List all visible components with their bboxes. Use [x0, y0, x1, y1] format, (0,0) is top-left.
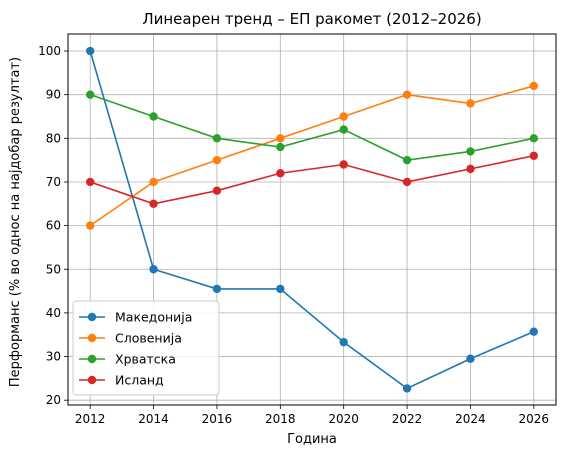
- y-axis-label: Перформанс (% во однос на најдобар резул…: [8, 57, 23, 387]
- data-point: [212, 284, 222, 294]
- legend-marker: [87, 333, 97, 343]
- legend-item: Словенија: [79, 331, 182, 346]
- data-point: [339, 112, 348, 121]
- y-tick-label: 100: [38, 44, 61, 58]
- series-line: [89, 93, 534, 161]
- data-point: [276, 169, 285, 178]
- data-point: [149, 265, 158, 274]
- series-1: [85, 46, 539, 393]
- legend-label: Македонија: [115, 310, 192, 325]
- data-point: [529, 81, 539, 91]
- x-tick-label: 2022: [392, 412, 423, 426]
- y-tick-label: 50: [46, 262, 61, 276]
- legend-box: [72, 300, 220, 396]
- data-point: [466, 99, 475, 108]
- legend-marker: [87, 354, 97, 364]
- data-point: [529, 151, 539, 160]
- legend-item: Хрватска: [79, 352, 176, 367]
- legend-label: Исланд: [115, 373, 164, 388]
- y-tick-label: 40: [46, 306, 61, 320]
- series-2: [85, 81, 539, 230]
- legend: Македонија Словенија Хрватска Исланд: [72, 300, 220, 396]
- data-point: [212, 134, 222, 143]
- y-axis-ticks: 20 30 40 50 60 70 80 90 100: [38, 44, 68, 407]
- legend-item: Македонија: [79, 310, 192, 325]
- series-line: [89, 50, 535, 390]
- y-tick-label: 20: [46, 393, 61, 407]
- data-point: [85, 46, 95, 56]
- data-point: [212, 186, 222, 195]
- x-tick-label: 2012: [75, 412, 106, 426]
- data-point: [466, 354, 475, 363]
- plot-frame: [67, 33, 557, 406]
- data-point: [276, 142, 285, 152]
- y-tick-label: 60: [46, 219, 61, 233]
- series-4: [85, 151, 539, 208]
- data-point: [276, 134, 285, 143]
- data-point: [402, 155, 412, 165]
- series-group: [85, 46, 539, 393]
- legend-item: Исланд: [79, 373, 164, 388]
- data-point: [212, 155, 222, 165]
- data-point: [529, 327, 539, 336]
- data-point: [466, 147, 475, 156]
- data-point: [85, 90, 95, 99]
- data-point: [149, 199, 158, 208]
- x-tick-label: 2020: [328, 412, 359, 426]
- data-point: [85, 177, 95, 187]
- chart-title: Линеарен тренд – ЕП ракомет (2012–2026): [142, 10, 481, 28]
- x-axis-label: Година: [287, 432, 337, 447]
- data-point: [149, 112, 158, 121]
- y-tick-label: 30: [46, 350, 61, 364]
- legend-marker: [87, 375, 97, 385]
- data-point: [339, 160, 348, 169]
- data-point: [402, 384, 412, 393]
- x-tick-label: 2014: [138, 412, 169, 426]
- data-point: [339, 125, 348, 134]
- x-tick-label: 2018: [265, 412, 296, 426]
- legend-marker: [87, 312, 97, 322]
- legend-label: Словенија: [115, 331, 182, 346]
- data-point: [85, 221, 95, 230]
- legend-label: Хрватска: [115, 352, 176, 367]
- y-tick-label: 70: [46, 175, 61, 189]
- data-point: [276, 284, 285, 294]
- x-tick-label: 2024: [455, 412, 486, 426]
- series-line: [89, 154, 534, 205]
- x-tick-label: 2016: [202, 412, 233, 426]
- data-point: [529, 134, 539, 143]
- x-axis-ticks: 2012 2014 2016 2018 2020 2022 2024 2026: [75, 405, 549, 426]
- series-line: [89, 85, 535, 227]
- data-point: [402, 177, 412, 187]
- y-tick-label: 90: [46, 88, 61, 102]
- data-point: [402, 90, 412, 99]
- data-point: [339, 337, 348, 347]
- data-point: [149, 177, 158, 187]
- y-tick-label: 80: [46, 131, 61, 145]
- data-point: [466, 164, 475, 174]
- x-tick-label: 2026: [519, 412, 550, 426]
- series-3: [85, 90, 539, 165]
